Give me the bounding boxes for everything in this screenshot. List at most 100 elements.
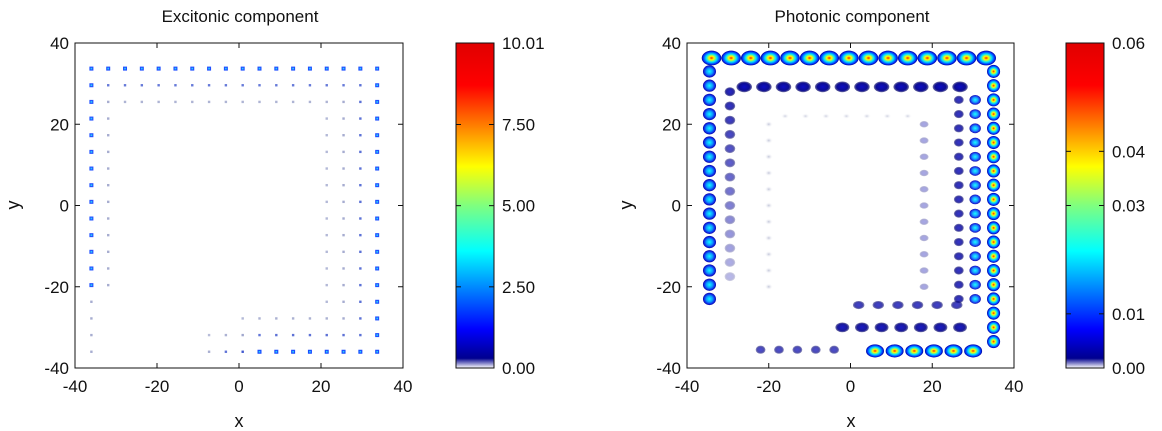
excitonic-lattice-point-core	[90, 217, 93, 220]
photonic-intensity-blob	[760, 50, 781, 66]
photonic-intensity-blob	[953, 280, 964, 289]
photonic-intensity-blob	[919, 250, 929, 258]
excitonic-lattice-point	[107, 283, 110, 287]
photonic-intensity-blob	[834, 81, 851, 93]
photonic-intensity-blob	[953, 110, 964, 119]
photonic-intensity-blob	[724, 215, 736, 225]
photonic-intensity-blob	[953, 95, 964, 104]
excitonic-lattice-point-core	[359, 350, 362, 353]
excitonic-lattice-point	[107, 217, 110, 220]
photonic-intensity-blob	[883, 113, 892, 119]
excitonic-lattice-point	[359, 250, 362, 254]
excitonic-colorbar-tick-label: 0.00	[502, 359, 535, 378]
excitonic-lattice-point	[174, 100, 177, 104]
excitonic-lattice-point	[107, 100, 110, 104]
excitonic-lattice-point	[359, 183, 362, 187]
excitonic-lattice-point	[342, 117, 345, 120]
photonic-intensity-blob	[702, 93, 717, 107]
excitonic-lattice-point-core	[141, 67, 143, 70]
excitonic-lattice-point	[359, 317, 362, 320]
photonic-intensity-blob	[969, 279, 981, 290]
photonic-y-tick-label: -40	[656, 359, 681, 378]
photonic-intensity-blob	[702, 107, 717, 121]
photonic-intensity-blob	[866, 344, 885, 358]
photonic-intensity-blob	[854, 81, 870, 93]
photonic-intensity-blob	[702, 292, 717, 306]
excitonic-lattice-point	[258, 333, 261, 337]
excitonic-lattice-point	[157, 84, 160, 87]
photonic-intensity-blob	[956, 50, 977, 66]
excitonic-lattice-point-core	[342, 67, 345, 70]
photonic-intensity-blob	[878, 50, 898, 66]
photonic-y-tick-label: -20	[656, 278, 681, 297]
photonic-intensity-blob	[764, 153, 773, 161]
excitonic-lattice-point-core	[90, 201, 93, 203]
photonic-intensity-blob	[969, 222, 981, 233]
excitonic-lattice-point	[224, 333, 228, 337]
photonic-intensity-blob	[919, 218, 929, 226]
excitonic-lattice-point	[241, 333, 244, 337]
photonic-intensity-blob	[987, 320, 1001, 334]
photonic-intensity-blob	[969, 265, 981, 276]
excitonic-lattice-point	[224, 100, 228, 104]
photonic-colorbar-tick-label: 0.03	[1112, 197, 1145, 216]
excitonic-lattice-point-core	[90, 84, 93, 87]
excitonic-x-tick-label: 40	[394, 377, 413, 396]
excitonic-lattice-point	[291, 100, 295, 104]
excitonic-lattice-point-core	[376, 67, 378, 70]
excitonic-y-tick-label: 40	[50, 34, 69, 53]
excitonic-lattice-point-core	[309, 67, 311, 70]
excitonic-lattice-point	[107, 134, 110, 137]
photonic-colorbar-tick-label: 0.04	[1112, 142, 1145, 161]
photonic-intensity-blob	[953, 152, 964, 161]
excitonic-lattice-point-core	[90, 167, 93, 170]
excitonic-lattice-point	[258, 317, 261, 320]
excitonic-lattice-point-core	[376, 151, 378, 153]
photonic-intensity-blob	[987, 278, 1001, 292]
excitonic-lattice-point	[325, 100, 328, 104]
excitonic-lattice-point	[107, 167, 110, 170]
excitonic-lattice-point	[325, 84, 328, 87]
photonic-intensity-blob	[987, 107, 1001, 121]
photonic-intensity-blob	[905, 344, 924, 358]
excitonic-colorbar	[455, 42, 495, 369]
excitonic-y-axis-label: y	[3, 201, 23, 210]
photonic-intensity-blob	[953, 124, 964, 133]
excitonic-lattice-point	[342, 250, 345, 254]
excitonic-lattice-point	[275, 333, 278, 337]
photonic-intensity-blob	[724, 144, 736, 154]
photonic-intensity-blob	[799, 50, 820, 66]
photonic-intensity-blob	[953, 209, 964, 218]
excitonic-y-tick-label: -40	[44, 359, 69, 378]
photonic-intensity-blob	[764, 202, 773, 209]
excitonic-lattice-point-core	[292, 67, 294, 70]
photonic-intensity-blob	[987, 121, 1001, 135]
photonic-intensity-blob	[819, 50, 840, 66]
photonic-y-axis-label: y	[616, 201, 636, 210]
excitonic-lattice-point	[342, 267, 345, 270]
excitonic-lattice-point-core	[90, 284, 93, 286]
excitonic-lattice-point	[325, 250, 328, 254]
excitonic-plot-area	[74, 42, 404, 369]
excitonic-lattice-point	[241, 350, 244, 353]
photonic-intensity-blob	[781, 113, 790, 119]
photonic-intensity-blob	[702, 278, 717, 291]
excitonic-lattice-point	[342, 150, 345, 154]
excitonic-lattice-point	[325, 217, 328, 220]
photonic-intensity-blob	[987, 192, 1001, 206]
photonic-intensity-blob	[953, 237, 964, 247]
excitonic-lattice-point	[123, 100, 127, 104]
excitonic-lattice-point	[359, 84, 362, 87]
excitonic-colorbar-tick-label: 2.50	[502, 278, 535, 297]
photonic-intensity-blob	[852, 300, 865, 310]
photonic-intensity-blob	[924, 344, 943, 358]
excitonic-lattice-point	[291, 333, 295, 337]
excitonic-lattice-point	[291, 317, 295, 320]
photonic-intensity-blob	[821, 113, 831, 119]
photonic-intensity-blob	[810, 345, 821, 354]
photonic-intensity-blob	[724, 115, 736, 125]
photonic-intensity-blob	[933, 322, 948, 333]
photonic-x-axis-label: x	[847, 411, 856, 431]
excitonic-lattice-point	[342, 200, 345, 204]
excitonic-lattice-point	[107, 250, 110, 254]
